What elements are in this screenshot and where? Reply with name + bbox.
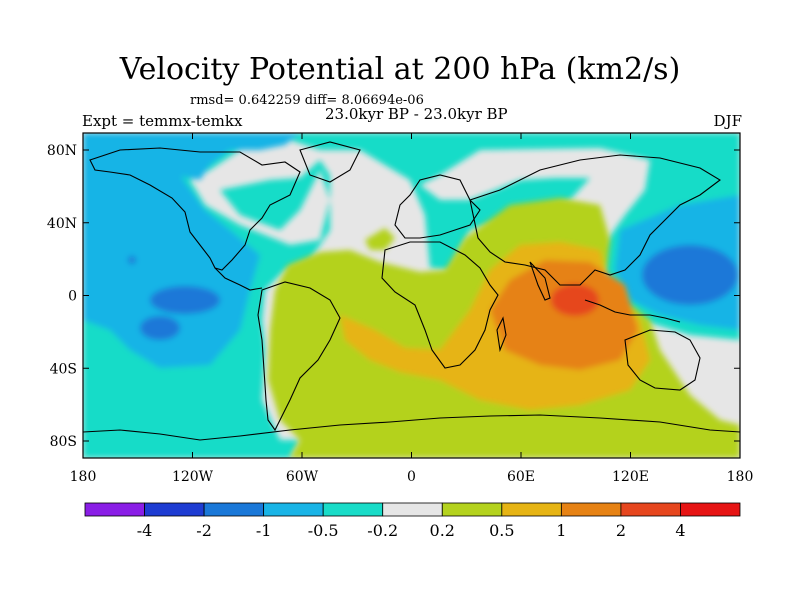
period-label: 23.0kyr BP - 23.0kyr BP — [325, 105, 508, 123]
colorbar-swatch — [322, 502, 384, 517]
colorbar-label: -0.5 — [308, 521, 339, 540]
contour-band-neg-1 — [150, 286, 220, 314]
contour-band-neg-0.2 — [83, 133, 740, 458]
coast-north-america — [89, 147, 301, 271]
colorbar-swatch — [382, 502, 443, 517]
colorbar-swatch — [263, 502, 324, 517]
lat-tick-label: 80N — [47, 143, 77, 159]
longitude-axis: 180 120W 60W 0 60E 120E 180 — [70, 133, 754, 485]
lat-tick-label: 40S — [50, 361, 77, 377]
lon-tick-label: 60W — [286, 469, 319, 485]
colorbar-label: -0.2 — [367, 521, 398, 540]
coast-south-america — [257, 281, 341, 432]
lon-tick-label: 0 — [407, 469, 416, 485]
statistics-label: rmsd= 0.642259 diff= 8.06694e-06 — [190, 93, 424, 108]
coast-india — [529, 261, 551, 301]
lat-tick-label: 40N — [47, 216, 77, 232]
colorbar-swatch — [203, 502, 265, 517]
colorbar-label: 0.5 — [489, 521, 514, 540]
colorbar-label: 2 — [616, 521, 626, 540]
lat-tick-label: 80S — [50, 434, 77, 450]
contour-band-neg-0.5 — [83, 133, 260, 368]
coast-madagascar — [496, 316, 507, 353]
contour-band-neg-1-pacific — [642, 245, 738, 305]
colorbar-swatch — [560, 502, 622, 517]
colorbar-label: 4 — [675, 521, 685, 540]
colorbar-label: -1 — [256, 521, 272, 540]
lat-tick-label: 0 — [68, 289, 77, 305]
lon-tick-label: 60E — [507, 469, 535, 485]
coast-asia — [469, 154, 721, 286]
contour-band-neg-1-b — [140, 316, 180, 340]
contour-band-pos-2 — [551, 284, 599, 316]
lon-tick-label: 180 — [70, 469, 97, 485]
coast-europe — [394, 174, 481, 239]
colorbar-swatch — [680, 502, 741, 517]
plot-title: Velocity Potential at 200 hPa (km2/s) — [119, 52, 681, 87]
coast-central-america — [214, 267, 263, 291]
coastlines — [83, 141, 740, 441]
latitude-axis: 80N 40N 0 40S 80S — [47, 143, 740, 450]
coast-australia — [624, 329, 701, 391]
experiment-label: Expt = temmx-temkx — [82, 112, 243, 130]
colorbar-label: -2 — [196, 521, 212, 540]
coast-antarctica — [83, 414, 740, 441]
colorbar-swatch — [144, 502, 205, 517]
season-label: DJF — [713, 112, 742, 130]
coast-africa — [381, 241, 499, 369]
contour-band-neg-0.5-arctic — [83, 133, 300, 180]
contour-band-pos-0.2-north — [365, 228, 395, 250]
coast-greenland — [299, 141, 361, 183]
coast-indonesia — [584, 299, 681, 323]
colorbar-swatch — [84, 502, 145, 517]
colorbar-label: 1 — [556, 521, 566, 540]
colorbar-swatch — [620, 502, 681, 517]
colorbar: -4 -2 -1 -0.5 -0.2 0.2 0.5 1 2 4 — [84, 502, 741, 540]
colorbar-swatch — [441, 502, 503, 517]
lon-tick-label: 120W — [172, 469, 214, 485]
colorbar-label: -4 — [137, 521, 153, 540]
lon-tick-label: 120E — [612, 469, 649, 485]
colorbar-swatch — [501, 502, 562, 517]
colorbar-label: 0.2 — [430, 521, 455, 540]
contour-field — [83, 133, 740, 458]
lon-tick-label: 180 — [727, 469, 754, 485]
contour-band-pos-1 — [490, 260, 638, 370]
